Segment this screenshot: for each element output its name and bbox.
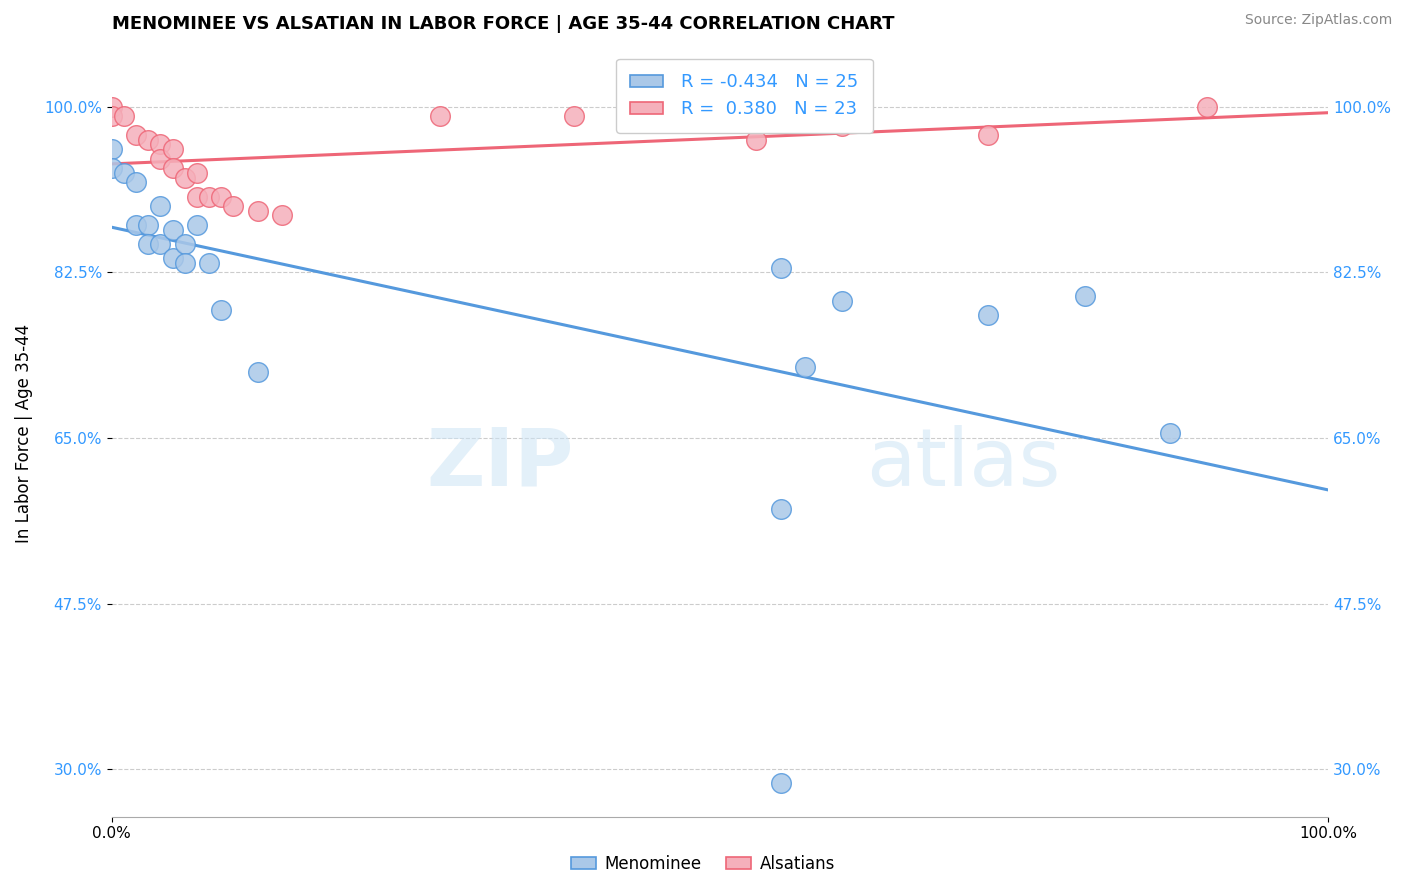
Point: [112, 166, 135, 180]
Point: [125, 175, 148, 189]
Point: [209, 303, 232, 318]
Text: atlas: atlas: [866, 425, 1060, 503]
Point: [745, 133, 768, 147]
Point: [173, 236, 195, 251]
Point: [125, 218, 148, 232]
Point: [769, 260, 792, 275]
Point: [1195, 100, 1218, 114]
Point: [101, 100, 124, 114]
Text: ZIP: ZIP: [427, 425, 574, 503]
Point: [976, 128, 998, 142]
Legend: Menominee, Alsatians: Menominee, Alsatians: [564, 848, 842, 880]
Point: [198, 189, 221, 203]
Point: [186, 189, 208, 203]
Point: [136, 236, 159, 251]
Point: [149, 199, 172, 213]
Point: [162, 142, 184, 156]
Point: [769, 776, 792, 790]
Point: [173, 256, 195, 270]
Point: [101, 161, 124, 176]
Point: [149, 152, 172, 166]
Point: [149, 236, 172, 251]
Point: [198, 256, 221, 270]
Legend: R = -0.434   N = 25, R =  0.380   N = 23: R = -0.434 N = 25, R = 0.380 N = 23: [616, 59, 873, 133]
Point: [101, 142, 124, 156]
Point: [271, 209, 294, 223]
Y-axis label: In Labor Force | Age 35-44: In Labor Force | Age 35-44: [15, 324, 32, 542]
Point: [794, 359, 817, 374]
Point: [831, 119, 853, 133]
Text: MENOMINEE VS ALSATIAN IN LABOR FORCE | AGE 35-44 CORRELATION CHART: MENOMINEE VS ALSATIAN IN LABOR FORCE | A…: [112, 15, 894, 33]
Point: [186, 166, 208, 180]
Point: [173, 170, 195, 185]
Point: [1074, 289, 1097, 303]
Point: [149, 137, 172, 152]
Point: [136, 133, 159, 147]
Point: [162, 161, 184, 176]
Point: [209, 189, 232, 203]
Point: [1159, 426, 1181, 441]
Point: [246, 365, 269, 379]
Point: [101, 109, 124, 123]
Point: [136, 218, 159, 232]
Point: [162, 251, 184, 265]
Point: [186, 218, 208, 232]
Point: [429, 109, 451, 123]
Text: Source: ZipAtlas.com: Source: ZipAtlas.com: [1244, 13, 1392, 28]
Point: [125, 128, 148, 142]
Point: [162, 223, 184, 237]
Point: [246, 203, 269, 218]
Point: [222, 199, 245, 213]
Point: [976, 308, 998, 322]
Point: [831, 293, 853, 308]
Point: [562, 109, 585, 123]
Point: [769, 502, 792, 516]
Point: [112, 109, 135, 123]
